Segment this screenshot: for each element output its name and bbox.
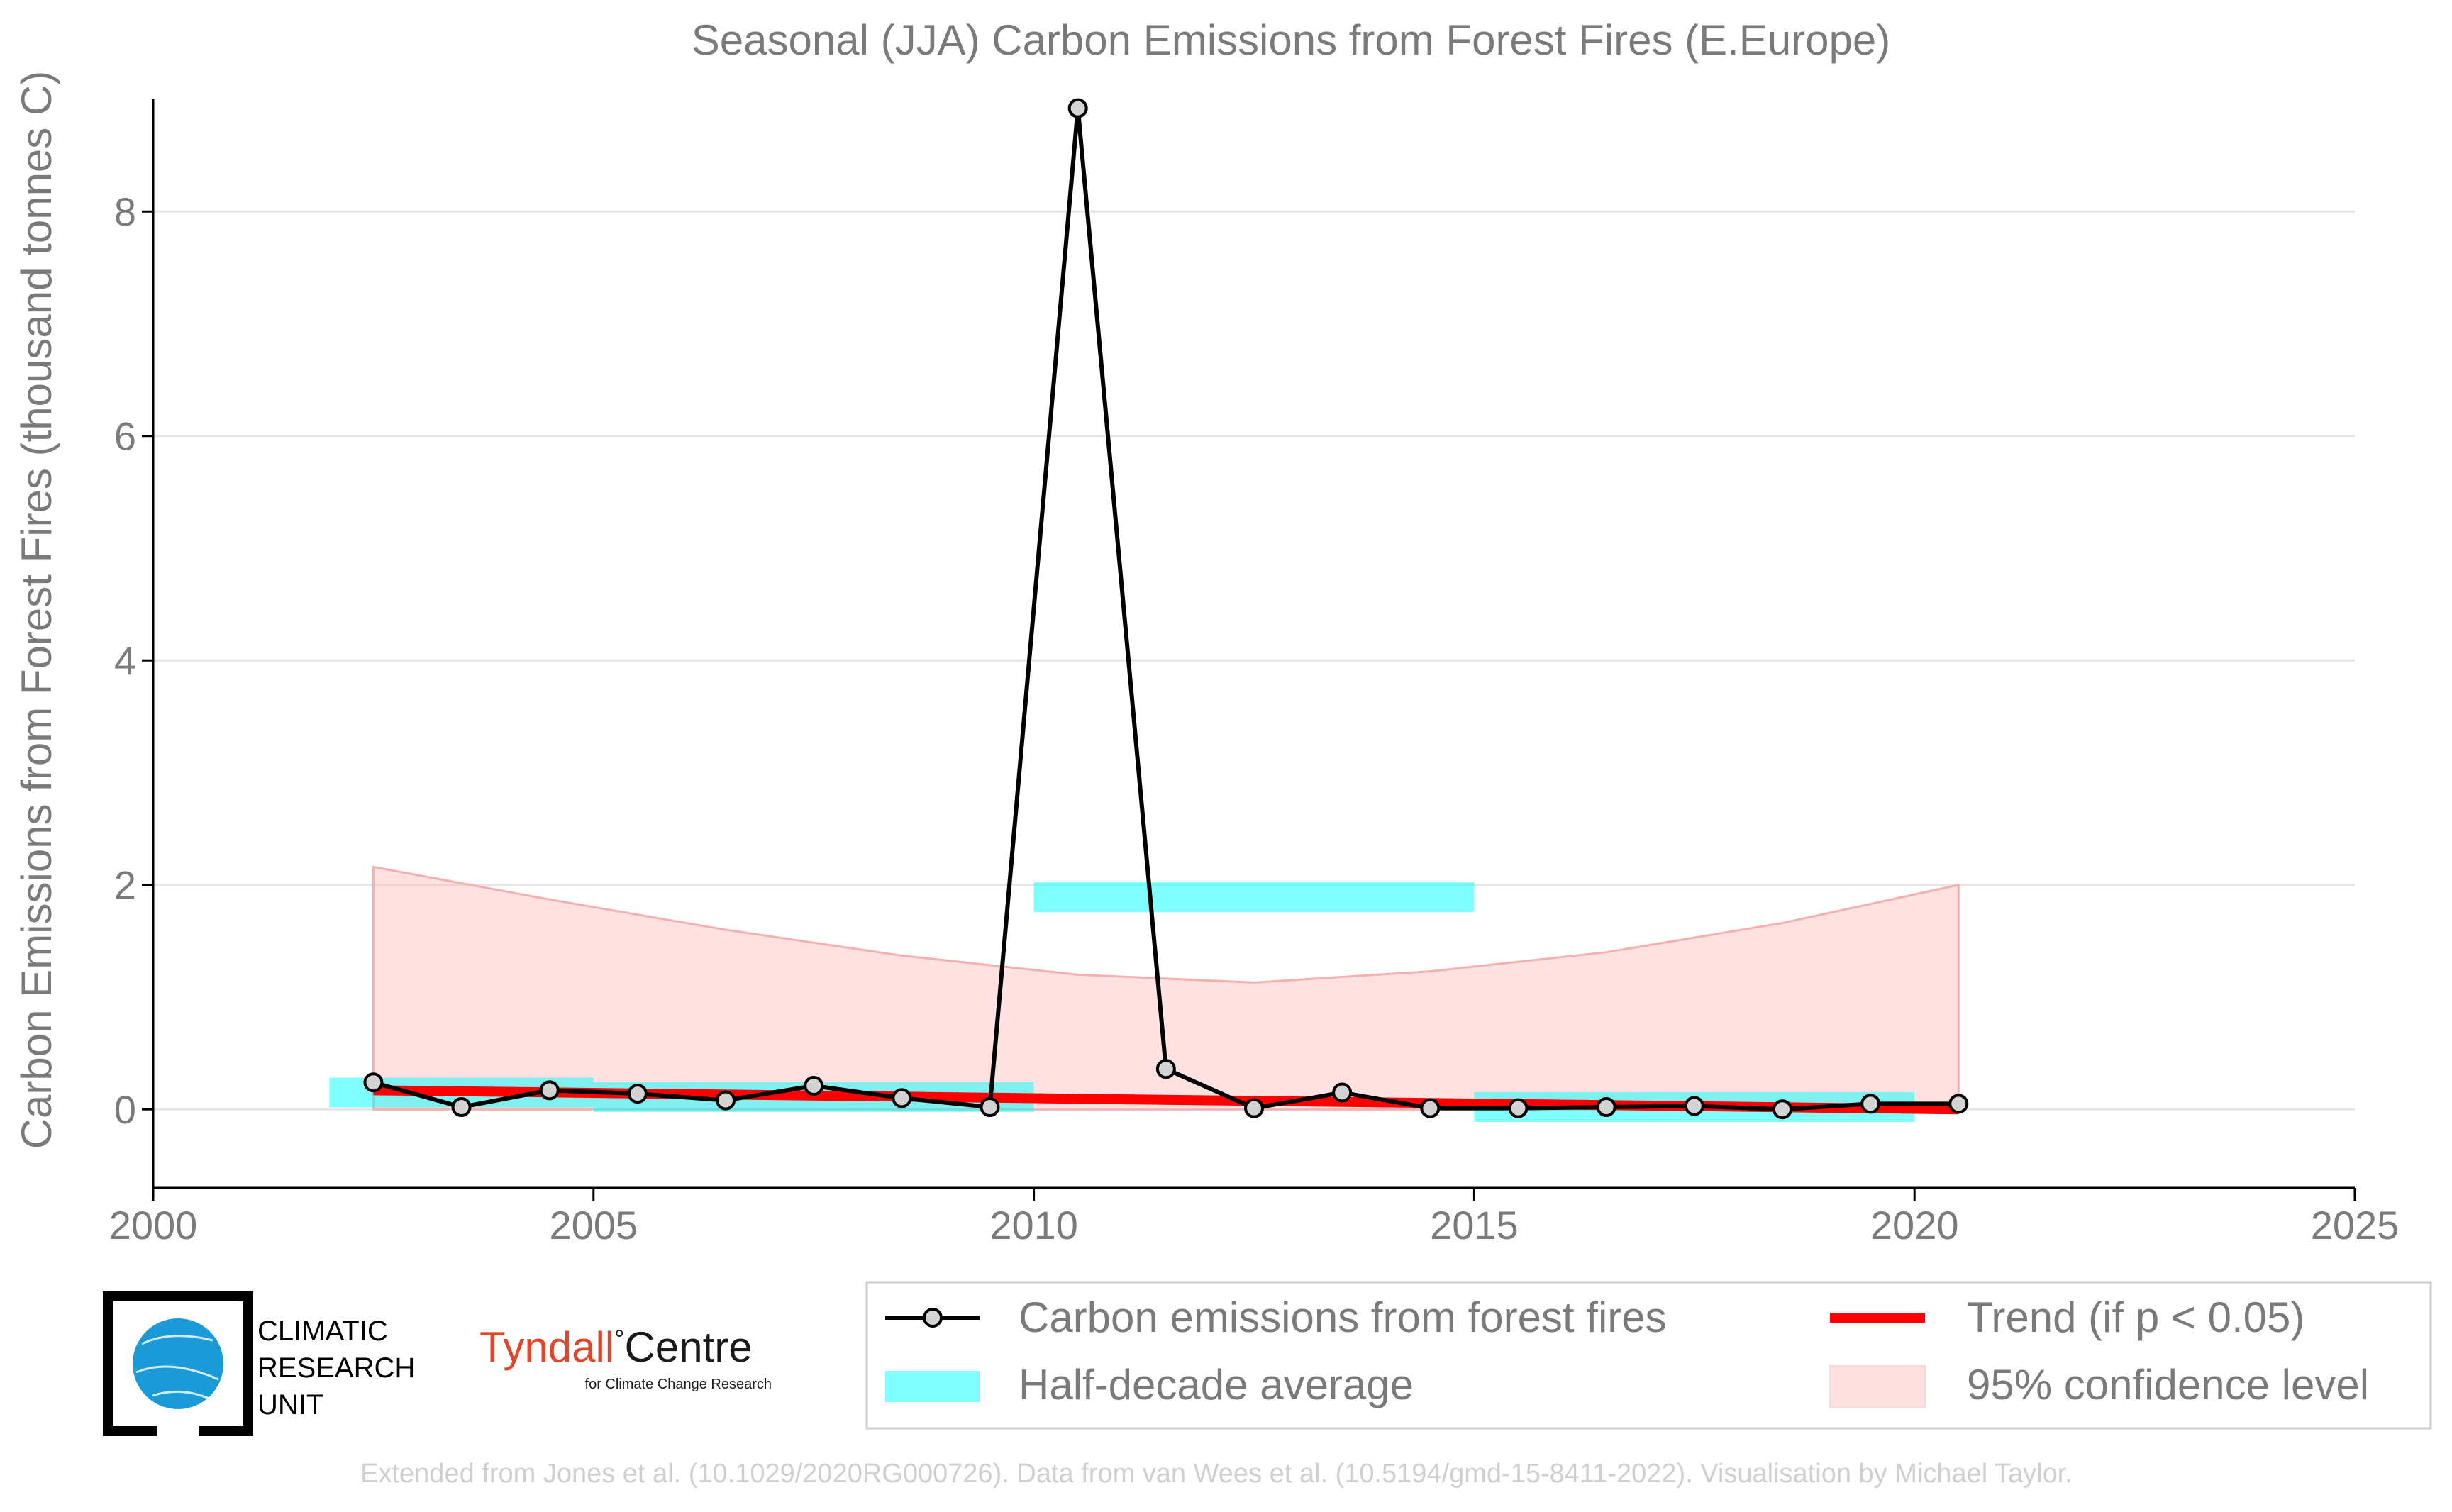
- globe-wave-icon: [135, 1365, 219, 1381]
- legend-label-emissions: Carbon emissions from forest fires: [1019, 1294, 1667, 1341]
- x-tick-label: 2025: [2311, 1203, 2400, 1247]
- y-tick-label: 8: [114, 189, 136, 234]
- emissions-point: [363, 1072, 384, 1093]
- tyndall-wordmark: Tyndall°Centre: [479, 1323, 753, 1371]
- x-tick-label: 2010: [989, 1203, 1078, 1247]
- tick-labels: 0 2 4 6 8 2000 2005 2010 2015 2020 2025: [109, 189, 2400, 1247]
- emissions-point: [1332, 1082, 1353, 1103]
- emissions-point: [1420, 1098, 1441, 1118]
- legend-marker-swatch: [923, 1308, 943, 1328]
- emissions-point: [804, 1075, 824, 1096]
- cru-logo: CLIMATIC RESEARCH UNIT: [103, 1291, 415, 1436]
- emissions-layer: [363, 98, 1969, 1120]
- emissions-point: [1508, 1098, 1529, 1118]
- emissions-point: [1948, 1094, 1969, 1114]
- emissions-point: [892, 1088, 912, 1108]
- legend-label-trend: Trend (if p < 0.05): [1967, 1294, 2304, 1341]
- legend-item-confidence: 95% confidence level: [1829, 1361, 2369, 1408]
- tyndall-subtitle: for Climate Change Research: [585, 1377, 772, 1392]
- emissions-point: [1860, 1094, 1881, 1114]
- grid-lines: [153, 210, 2355, 1111]
- emissions-point: [451, 1097, 472, 1118]
- emissions-point: [627, 1084, 648, 1104]
- cru-text-line-2: RESEARCH: [257, 1352, 415, 1384]
- emissions-point: [1244, 1098, 1264, 1118]
- legend-bar-swatch: [885, 1371, 980, 1402]
- emissions-point: [716, 1090, 736, 1111]
- globe-wave-icon: [152, 1390, 210, 1400]
- emissions-point: [980, 1097, 1000, 1118]
- legend-band-swatch: [1829, 1365, 1926, 1408]
- cru-text-line-1: CLIMATIC: [257, 1316, 388, 1347]
- y-tick-label: 6: [114, 414, 136, 459]
- footer-attribution: Extended from Jones et al. (10.1029/2020…: [360, 1459, 2073, 1489]
- globe-wave-icon: [141, 1335, 213, 1345]
- x-tick-label: 2020: [1870, 1203, 1959, 1247]
- legend-item-emissions: Carbon emissions from forest fires: [885, 1294, 1667, 1341]
- tyndall-logo: Tyndall°Centre for Climate Change Resear…: [479, 1323, 772, 1392]
- emissions-point: [1067, 98, 1088, 118]
- emissions-point: [1772, 1099, 1792, 1120]
- y-tick-label: 2: [114, 863, 136, 908]
- legend-box: [865, 1281, 2432, 1430]
- legend-label-half-decade: Half-decade average: [1019, 1361, 1414, 1408]
- legend-item-half-decade: Half-decade average: [885, 1361, 1414, 1408]
- cru-bracket-left: [103, 1291, 157, 1436]
- chart-title: Seasonal (JJA) Carbon Emissions from For…: [692, 16, 1891, 64]
- y-tick-label: 0: [114, 1087, 136, 1132]
- emissions-point: [1684, 1096, 1704, 1116]
- emissions-point: [1596, 1097, 1616, 1118]
- cru-text-line-3: UNIT: [257, 1389, 323, 1421]
- axes: [142, 99, 2356, 1201]
- cru-bracket-right: [199, 1291, 253, 1436]
- legend-label-confidence: 95% confidence level: [1967, 1361, 2369, 1408]
- half-decade-bar: [1033, 882, 1475, 913]
- x-tick-label: 2000: [109, 1203, 198, 1247]
- x-tick-label: 2005: [550, 1203, 638, 1247]
- legend: Carbon emissions from forest fires Half-…: [865, 1281, 2432, 1430]
- emissions-point: [539, 1080, 560, 1101]
- y-tick-label: 4: [114, 638, 136, 683]
- globe-icon: [133, 1318, 223, 1409]
- emissions-point: [1155, 1059, 1176, 1079]
- x-tick-label: 2015: [1430, 1203, 1519, 1247]
- y-axis-label: Carbon Emissions from Forest Fires (thou…: [13, 71, 60, 1150]
- legend-item-trend: Trend (if p < 0.05): [1830, 1294, 2304, 1341]
